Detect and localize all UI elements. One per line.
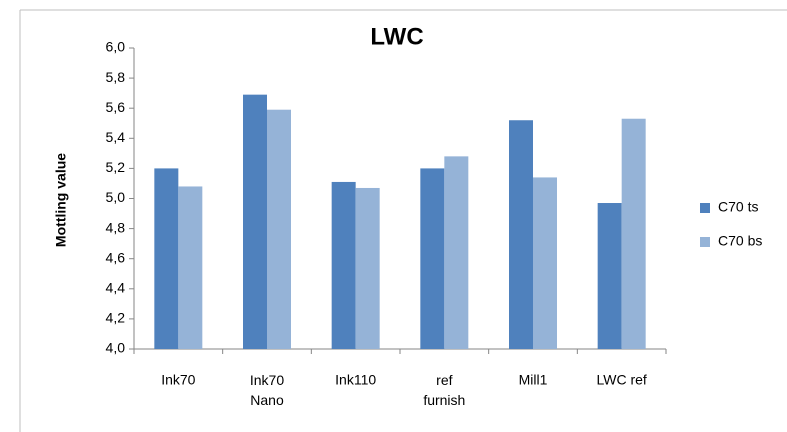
chart-title: LWC xyxy=(370,23,423,50)
bar xyxy=(533,177,557,349)
y-tick-label: 4,0 xyxy=(106,340,126,356)
y-tick-label: 5,2 xyxy=(106,159,126,175)
x-tick-label: ref furnish xyxy=(423,372,465,408)
bar xyxy=(621,118,646,349)
x-tick-label: Ink70 Nano xyxy=(250,372,284,408)
bar xyxy=(243,94,267,349)
legend-swatch xyxy=(700,203,710,213)
bar xyxy=(597,203,622,349)
y-tick-label: 6,0 xyxy=(106,39,126,55)
x-tick-label: Ink110 xyxy=(335,372,376,388)
bar xyxy=(444,156,469,349)
y-axis-label: Mottling value xyxy=(53,153,69,247)
bar xyxy=(420,168,445,349)
bar xyxy=(267,109,291,349)
legend-label: C70 bs xyxy=(718,233,762,249)
legend-label: C70 ts xyxy=(718,199,758,215)
bar xyxy=(509,120,533,350)
y-tick-label: 4,8 xyxy=(106,219,126,235)
y-tick-label: 4,6 xyxy=(106,249,126,265)
x-tick-label: Ink70 xyxy=(161,372,195,388)
x-tick-label: Mill1 xyxy=(519,372,548,388)
bar xyxy=(178,186,203,349)
y-tick-label: 4,2 xyxy=(106,310,126,326)
y-tick-label: 5,8 xyxy=(106,69,126,85)
y-tick-label: 5,4 xyxy=(106,129,126,145)
bar xyxy=(355,187,380,349)
legend-swatch xyxy=(700,237,710,247)
y-tick-label: 5,6 xyxy=(106,99,126,115)
bar xyxy=(154,168,179,349)
bar xyxy=(331,181,356,349)
y-tick-label: 5,0 xyxy=(106,189,126,205)
y-tick-label: 4,4 xyxy=(106,280,126,296)
x-tick-label: LWC ref xyxy=(597,372,647,388)
